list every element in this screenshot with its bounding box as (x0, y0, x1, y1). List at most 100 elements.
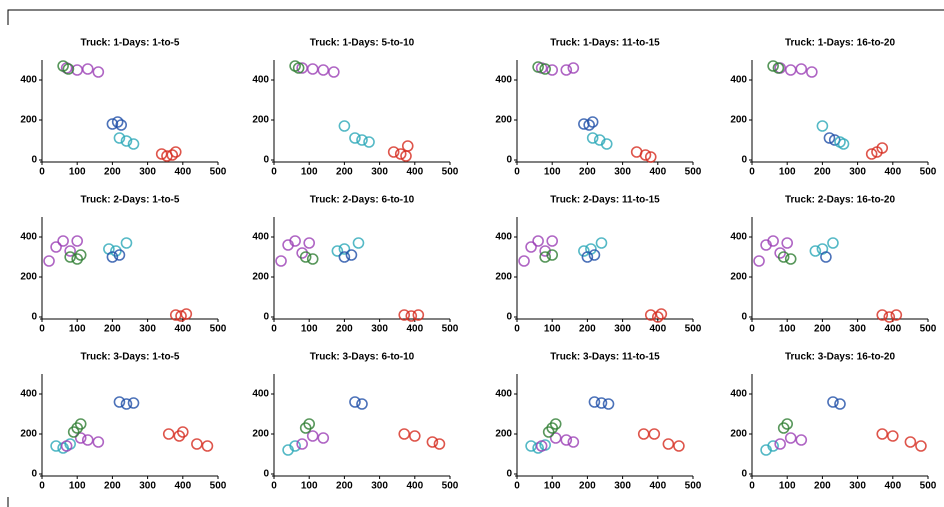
x-tick-label: 0 (271, 324, 277, 335)
scatter-point (412, 309, 425, 321)
x-tick-label: 200 (814, 324, 831, 335)
scatter-point (306, 63, 319, 75)
y-tick-label: 400 (252, 389, 269, 400)
x-tick-label: 300 (849, 481, 866, 492)
y-tick-label: 0 (741, 155, 747, 166)
scatter-point (62, 63, 75, 75)
scatter-point (113, 249, 126, 261)
scatter-point (588, 396, 601, 408)
x-tick-label: 400 (649, 324, 666, 335)
x-tick-label: 0 (39, 481, 45, 492)
scatter-point (673, 440, 685, 452)
scatter-point (827, 396, 839, 408)
x-tick-label: 400 (884, 167, 901, 178)
x-tick-label: 500 (210, 324, 227, 335)
scatter-point (349, 132, 361, 144)
x-tick-label: 200 (104, 481, 121, 492)
scatter-point (774, 438, 786, 450)
scatter-point (560, 64, 573, 76)
x-tick-label: 100 (779, 481, 796, 492)
scatter-point (546, 235, 559, 247)
x-tick-label: 200 (814, 481, 831, 492)
scatter-point (886, 430, 899, 442)
scatter-point (328, 66, 340, 78)
scatter-point (81, 434, 94, 446)
y-tick-label: 200 (20, 272, 37, 283)
x-tick-label: 0 (749, 481, 755, 492)
x-tick-label: 100 (301, 324, 318, 335)
scatter-point (306, 430, 319, 442)
scatter-point (64, 251, 76, 263)
scatter-point (795, 434, 808, 446)
scatter-point (546, 249, 559, 261)
scatter-point (637, 428, 650, 440)
x-tick-label: 0 (749, 324, 755, 335)
x-tick-label: 300 (139, 324, 156, 335)
scatter-point (772, 62, 785, 74)
x-tick-label: 0 (271, 167, 277, 178)
y-tick-label: 0 (741, 469, 747, 480)
scatter-point (127, 138, 140, 150)
x-tick-label: 200 (336, 481, 353, 492)
panel-title: Truck: 1-Days: 5-to-10 (310, 38, 415, 49)
scatter-point (588, 249, 601, 261)
scatter-point (549, 432, 562, 444)
scatter-point (876, 309, 889, 321)
scatter-point (299, 251, 312, 263)
scatter-point (518, 255, 530, 267)
y-tick-label: 400 (252, 75, 269, 86)
scatter-point (883, 311, 896, 323)
scatter-point (602, 398, 615, 410)
x-tick-label: 0 (514, 324, 520, 335)
x-tick-label: 0 (271, 481, 277, 492)
scatter-point (433, 438, 446, 450)
x-tick-label: 300 (849, 167, 866, 178)
scatter-point (113, 132, 126, 144)
scatter-point (560, 434, 573, 446)
scatter-point (74, 432, 87, 444)
scatter-point (306, 253, 319, 265)
scatter-point (662, 438, 675, 450)
x-tick-label: 100 (779, 324, 796, 335)
panel-title: Truck: 3-Days: 11-to-15 (550, 352, 660, 363)
scatter-point (809, 245, 822, 257)
scatter-point (781, 418, 794, 430)
scatter-point (525, 241, 537, 253)
frame (7, 9, 944, 25)
scatter-point (408, 430, 421, 442)
panel-title: Truck: 3-Days: 16-to-20 (785, 352, 895, 363)
scatter-point (834, 398, 846, 410)
panel-title: Truck: 1-Days: 1-to-5 (81, 38, 180, 49)
x-tick-label: 300 (614, 324, 631, 335)
scatter-point (74, 418, 87, 430)
x-tick-label: 500 (920, 324, 937, 335)
x-tick-label: 200 (814, 167, 831, 178)
y-tick-label: 0 (31, 469, 37, 480)
scatter-point (166, 149, 179, 161)
scatter-point (651, 311, 664, 323)
y-tick-label: 0 (506, 155, 512, 166)
scatter-point (92, 66, 105, 78)
scatter-point (753, 255, 765, 267)
y-tick-label: 200 (495, 429, 512, 440)
scatter-point (317, 64, 330, 76)
scatter-point (338, 120, 351, 132)
y-tick-label: 200 (495, 115, 512, 126)
scatter-point (784, 432, 797, 444)
y-tick-label: 400 (730, 389, 747, 400)
scatter-point (292, 62, 305, 74)
x-tick-label: 500 (685, 481, 702, 492)
scatter-point (539, 63, 551, 75)
x-tick-label: 0 (514, 481, 520, 492)
scatter-point (595, 237, 608, 249)
y-tick-label: 400 (495, 75, 512, 86)
y-tick-label: 400 (252, 232, 269, 243)
scatter-point (338, 251, 351, 263)
x-tick-label: 100 (69, 324, 86, 335)
x-tick-label: 400 (406, 324, 423, 335)
y-tick-label: 0 (506, 312, 512, 323)
panel-title: Truck: 1-Days: 16-to-20 (785, 38, 895, 49)
x-tick-label: 400 (649, 481, 666, 492)
y-tick-label: 0 (506, 469, 512, 480)
y-tick-label: 0 (31, 155, 37, 166)
